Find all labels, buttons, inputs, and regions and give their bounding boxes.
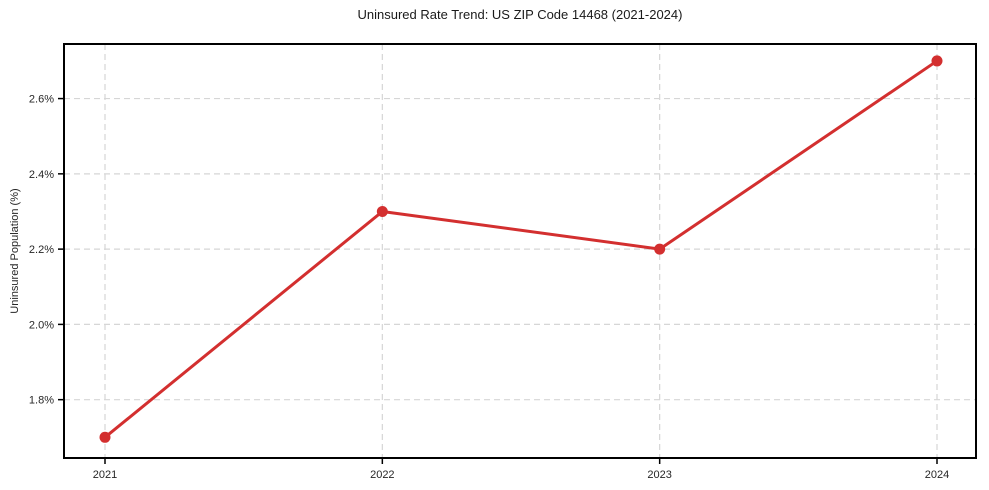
data-point-2024: [931, 55, 943, 67]
x-tick-label-2024: 2024: [925, 469, 949, 481]
data-point-2021: [99, 431, 111, 443]
x-tick-label-2022: 2022: [370, 469, 394, 481]
data-point-2022: [376, 205, 388, 217]
chart-title: Uninsured Rate Trend: US ZIP Code 14468 …: [357, 7, 683, 22]
y-tick-label: 1.8%: [29, 395, 54, 407]
data-line: [103, 59, 939, 439]
y-tick-label: 2.6%: [29, 94, 54, 106]
y-tick-label: 2.2%: [29, 244, 54, 256]
y-tick-label: 2.0%: [29, 319, 54, 331]
x-tick-label-2023: 2023: [647, 469, 671, 481]
y-tick-label: 2.4%: [29, 169, 54, 181]
plot-frame: [63, 43, 977, 459]
data-point-2023: [654, 243, 666, 255]
x-tick-label-2021: 2021: [93, 469, 117, 481]
